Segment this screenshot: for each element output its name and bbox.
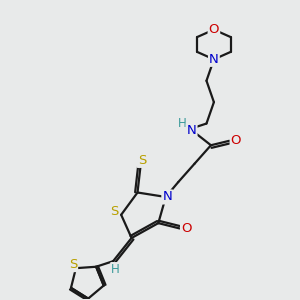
Text: H: H [111, 263, 120, 276]
Text: H: H [177, 117, 186, 130]
Text: N: N [187, 124, 196, 137]
Text: O: O [181, 222, 191, 235]
Text: S: S [138, 154, 146, 167]
Text: O: O [231, 134, 241, 147]
Text: O: O [209, 23, 219, 36]
Text: N: N [209, 53, 219, 66]
Text: N: N [162, 190, 172, 203]
Text: S: S [69, 258, 77, 271]
Text: S: S [110, 205, 119, 218]
